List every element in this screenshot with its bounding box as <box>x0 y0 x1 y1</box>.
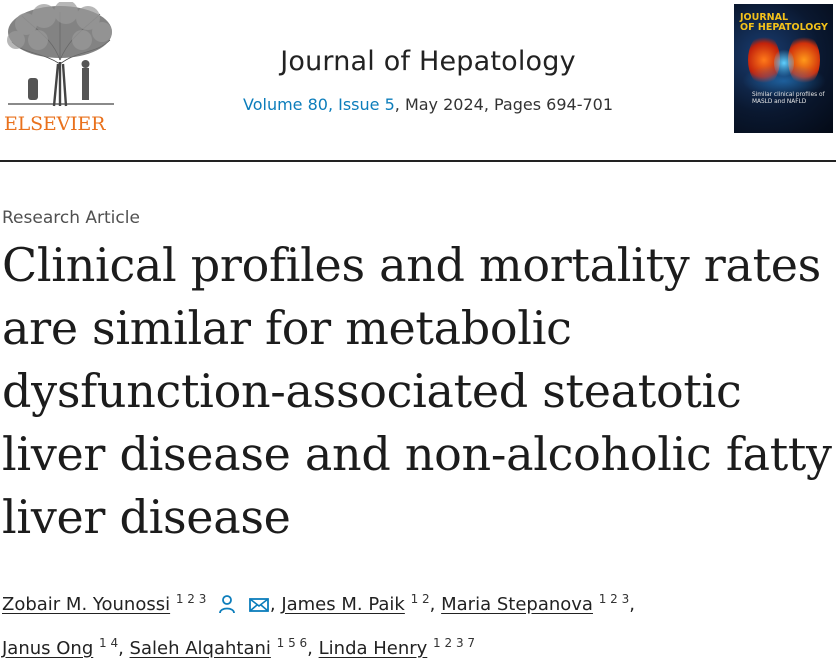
date-pages: , May 2024, Pages 694-701 <box>394 95 613 114</box>
journal-header: ELSEVIER Journal of Hepatology Volume 80… <box>0 0 836 160</box>
elsevier-wordmark: ELSEVIER <box>4 113 106 135</box>
author-affiliation-sup: 1 4 <box>99 636 119 650</box>
author-link[interactable]: James M. Paik <box>281 594 405 615</box>
journal-title[interactable]: Journal of Hepatology <box>280 46 576 77</box>
author-affiliation-sup: 1 2 3 <box>175 592 207 606</box>
elsevier-tree-icon <box>7 2 114 107</box>
article-title: Clinical profiles and mortality rates ar… <box>2 238 832 544</box>
author-affiliation-sup: 1 2 <box>410 592 430 606</box>
author-link[interactable]: Janus Ong <box>2 638 94 659</box>
header-divider <box>0 160 836 162</box>
person-icon[interactable] <box>218 591 236 626</box>
author-link[interactable]: Zobair M. Younossi <box>2 594 171 615</box>
cover-subtitle: Similar clinical profiles of MASLD and N… <box>752 92 825 105</box>
author-link[interactable]: Maria Stepanova <box>441 594 593 615</box>
volume-issue-link[interactable]: Volume 80, Issue 5 <box>243 95 395 114</box>
author-link[interactable]: Linda Henry <box>318 638 428 659</box>
author-affiliation-sup: 1 2 3 <box>598 592 630 606</box>
cover-title: JOURNAL OF HEPATOLOGY <box>740 12 828 33</box>
volume-issue-line: Volume 80, Issue 5, May 2024, Pages 694-… <box>0 95 836 114</box>
author-affiliation-sup: 1 2 3 7 <box>433 636 476 650</box>
envelope-icon[interactable] <box>248 591 270 626</box>
elsevier-logo[interactable]: ELSEVIER <box>2 2 122 136</box>
article-type-label: Research Article <box>2 208 140 228</box>
journal-cover-thumbnail[interactable]: JOURNAL OF HEPATOLOGY Similar clinical p… <box>734 4 833 133</box>
author-link[interactable]: Saleh Alqahtani <box>129 638 271 659</box>
author-affiliation-sup: 1 5 6 <box>276 636 308 650</box>
author-list: Zobair M. Younossi 1 2 3 , James M. Paik… <box>2 591 635 659</box>
